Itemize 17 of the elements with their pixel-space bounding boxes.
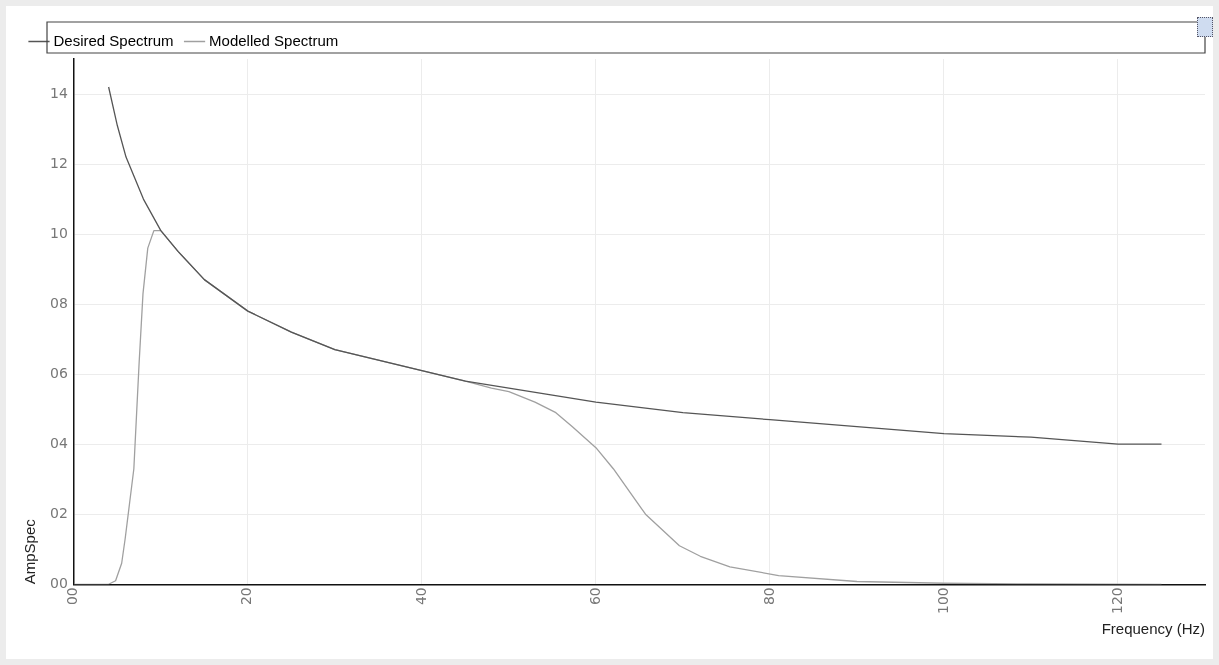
- x-tick-label: 40: [412, 587, 429, 606]
- y-tick-label: 08: [49, 294, 68, 311]
- y-axis-title: AmpSpec: [21, 518, 39, 585]
- y-tick-label: 06: [49, 364, 68, 381]
- x-tick-label: 60: [586, 587, 603, 606]
- y-tick-label: 04: [49, 434, 68, 451]
- legend-label: Desired Spectrum: [53, 31, 174, 49]
- y-tick-label: 14: [49, 84, 68, 101]
- x-axis-title: Frequency (Hz): [1101, 620, 1205, 638]
- x-tick-label: 120: [1108, 587, 1125, 615]
- y-tick-label: 12: [49, 154, 68, 171]
- x-tick-label: 20: [238, 587, 255, 606]
- y-tick-label: 10: [49, 224, 68, 241]
- x-tick-label: 100: [934, 587, 951, 615]
- x-tick-label: 80: [760, 587, 777, 606]
- y-tick-label: 02: [49, 504, 68, 521]
- legend-label: Modelled Spectrum: [209, 31, 339, 49]
